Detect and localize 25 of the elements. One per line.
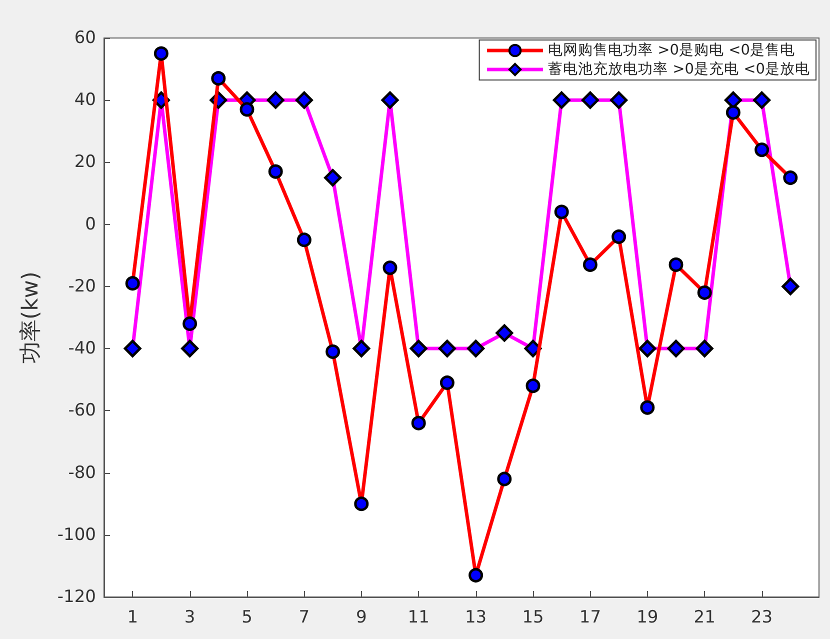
x-tick-label: 3 (184, 608, 196, 628)
y-tick-label: -60 (68, 400, 96, 421)
x-tick-label: 5 (242, 608, 252, 628)
y-tick-label: 0 (85, 214, 96, 234)
y-tick-label: -40 (68, 338, 96, 359)
x-tick-label: 11 (408, 608, 430, 628)
x-tick-label: 13 (464, 608, 487, 628)
legend-label: 蓄电池充放电功率 >0是充电 <0是放电 (548, 60, 810, 78)
legend-label: 电网购售电功率 >0是购电 <0是售电 (548, 42, 795, 58)
y-tick-label: -100 (57, 524, 96, 545)
x-tick-label: 23 (750, 608, 773, 628)
x-tick-label: 7 (298, 608, 310, 628)
y-tick-label: 40 (74, 90, 96, 110)
y-tick-label: 20 (74, 152, 96, 172)
y-tick-label: -80 (68, 462, 96, 483)
y-tick-label: 60 (74, 28, 96, 48)
y-axis-title: 功率(kw) (18, 272, 44, 364)
x-tick-label: 19 (636, 608, 658, 628)
x-tick-label: 9 (356, 608, 367, 628)
y-tick-label: -120 (57, 587, 96, 607)
x-tick-label: 15 (522, 608, 544, 628)
x-tick-label: 21 (694, 608, 716, 628)
y-tick-label: -20 (68, 276, 96, 296)
x-tick-label: 1 (127, 608, 138, 628)
x-tick-label: 17 (579, 608, 602, 628)
